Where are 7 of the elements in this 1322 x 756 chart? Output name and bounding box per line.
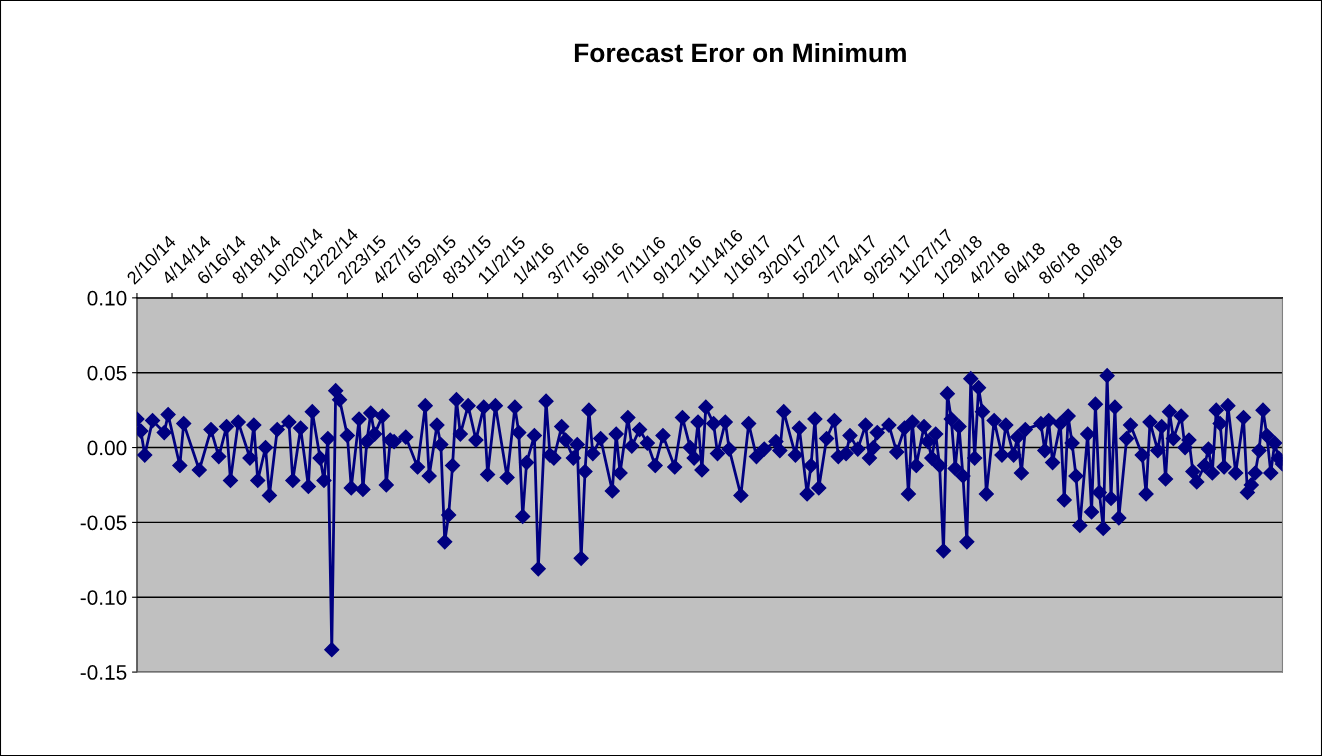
chart-title: Forecast Eror on Minimum [574,42,906,63]
y-tick-label: -0.05 [80,515,127,531]
y-tick-label: 0.10 [87,290,127,306]
y-tick-label: -0.10 [80,590,127,605]
y-tick-label: 0.05 [87,365,127,381]
y-tick-label: 0.00 [87,440,127,456]
y-tick-label: -0.15 [80,665,127,680]
